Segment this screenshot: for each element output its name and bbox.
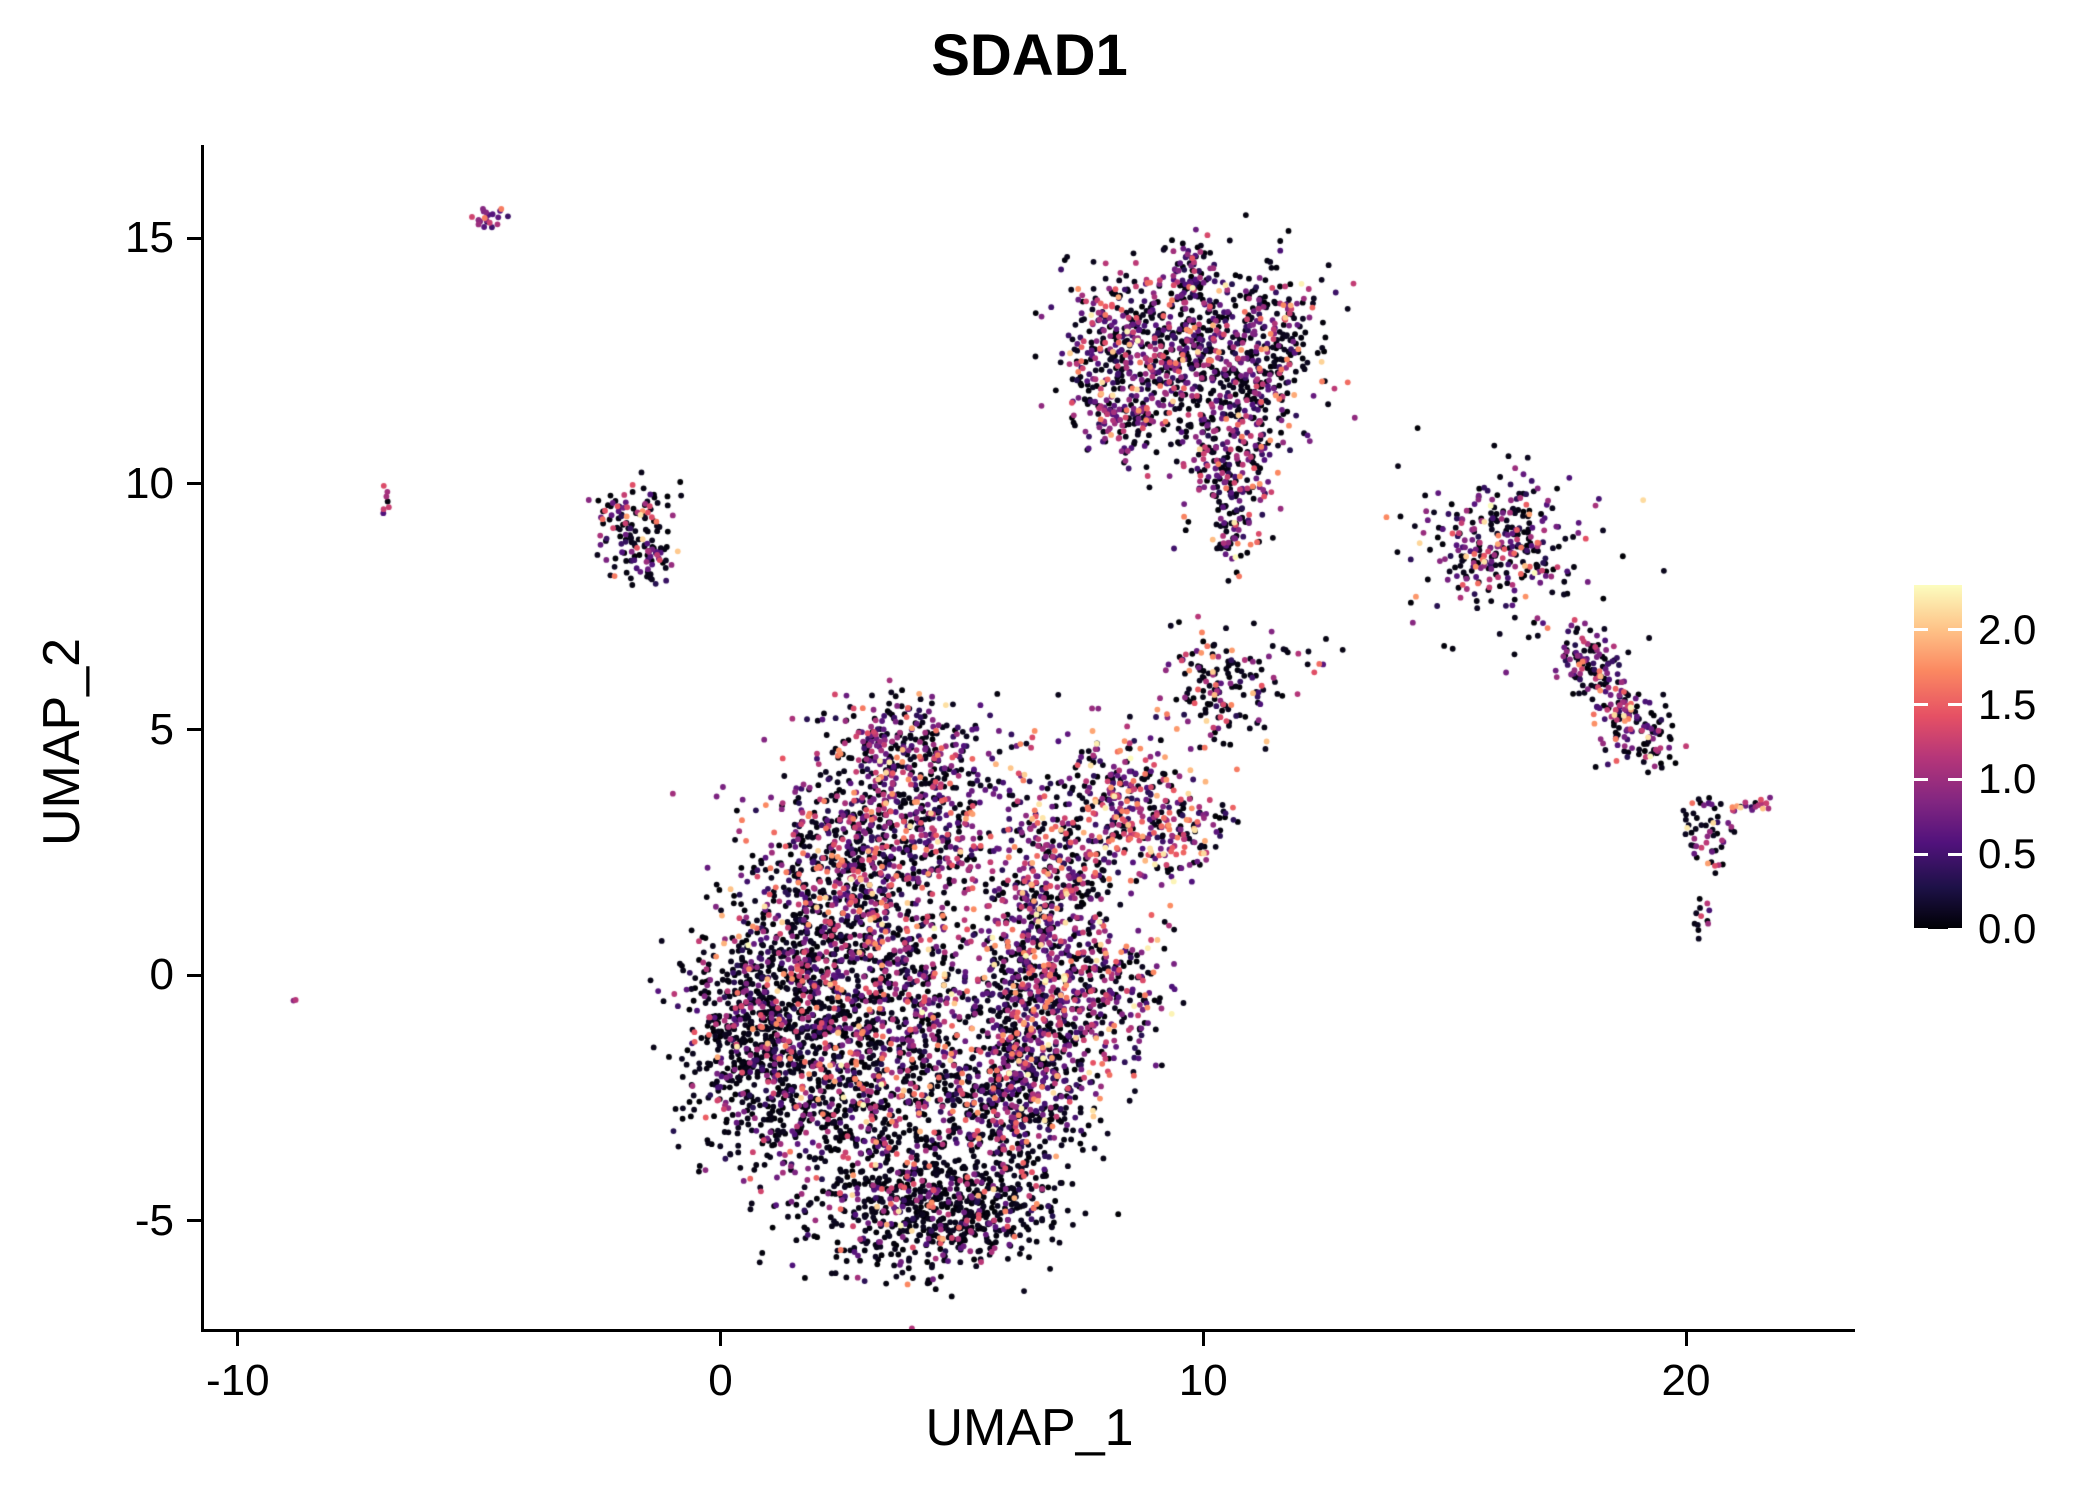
colorbar-tick-label: 0.5 [1978,830,2037,878]
colorbar-tick-mark [1914,703,1928,707]
y-tick-label: -5 [134,1195,174,1245]
x-tick-label: -10 [205,1356,270,1405]
y-tick-mark [187,973,201,977]
x-axis-title: UMAP_1 [925,1399,1134,1457]
x-tick-mark [719,1332,723,1346]
y-axis-title: UMAP_2 [33,637,91,847]
colorbar-tick-mark [1948,628,1962,632]
colorbar-tick-label: 1.0 [1978,755,2037,803]
plot-panel [201,145,1855,1332]
colorbar-tick-mark [1948,703,1962,707]
colorbar-tick-mark [1948,927,1962,931]
x-tick-mark [236,1332,240,1346]
colorbar-tick-mark [1948,777,1962,781]
x-tick-label: 10 [1178,1356,1228,1405]
scatter-canvas [204,145,1855,1329]
colorbar-tick-label: 2.0 [1978,605,2037,653]
colorbar: 2.0 1.5 1.0 0.5 0.0 [1914,585,2036,950]
y-tick-mark [187,482,201,486]
colorbar-tick-label: 1.5 [1978,680,2037,728]
colorbar-gradient [1914,585,1962,929]
y-tick-mark [187,236,201,240]
colorbar-tick-label: 0.0 [1978,905,2037,952]
y-tick-label: 5 [149,704,174,754]
x-tick-mark [1684,1332,1688,1346]
y-tick-label: 10 [125,458,174,508]
plot-title: SDAD1 [931,23,1128,88]
colorbar-tick-mark [1914,852,1928,856]
y-tick-label: 0 [149,950,174,1000]
x-tick-label: 20 [1661,1356,1711,1405]
colorbar-tick-mark [1914,777,1928,781]
y-tick-label: 15 [125,213,174,263]
y-axis-line [201,145,204,1332]
x-tick-label: 0 [708,1356,733,1405]
y-tick-mark [187,1219,201,1223]
x-axis-line [201,1329,1855,1332]
x-tick-mark [1201,1332,1205,1346]
colorbar-tick-mark [1948,852,1962,856]
colorbar-tick-mark [1914,927,1928,931]
colorbar-tick-mark [1914,628,1928,632]
y-tick-mark [187,728,201,732]
